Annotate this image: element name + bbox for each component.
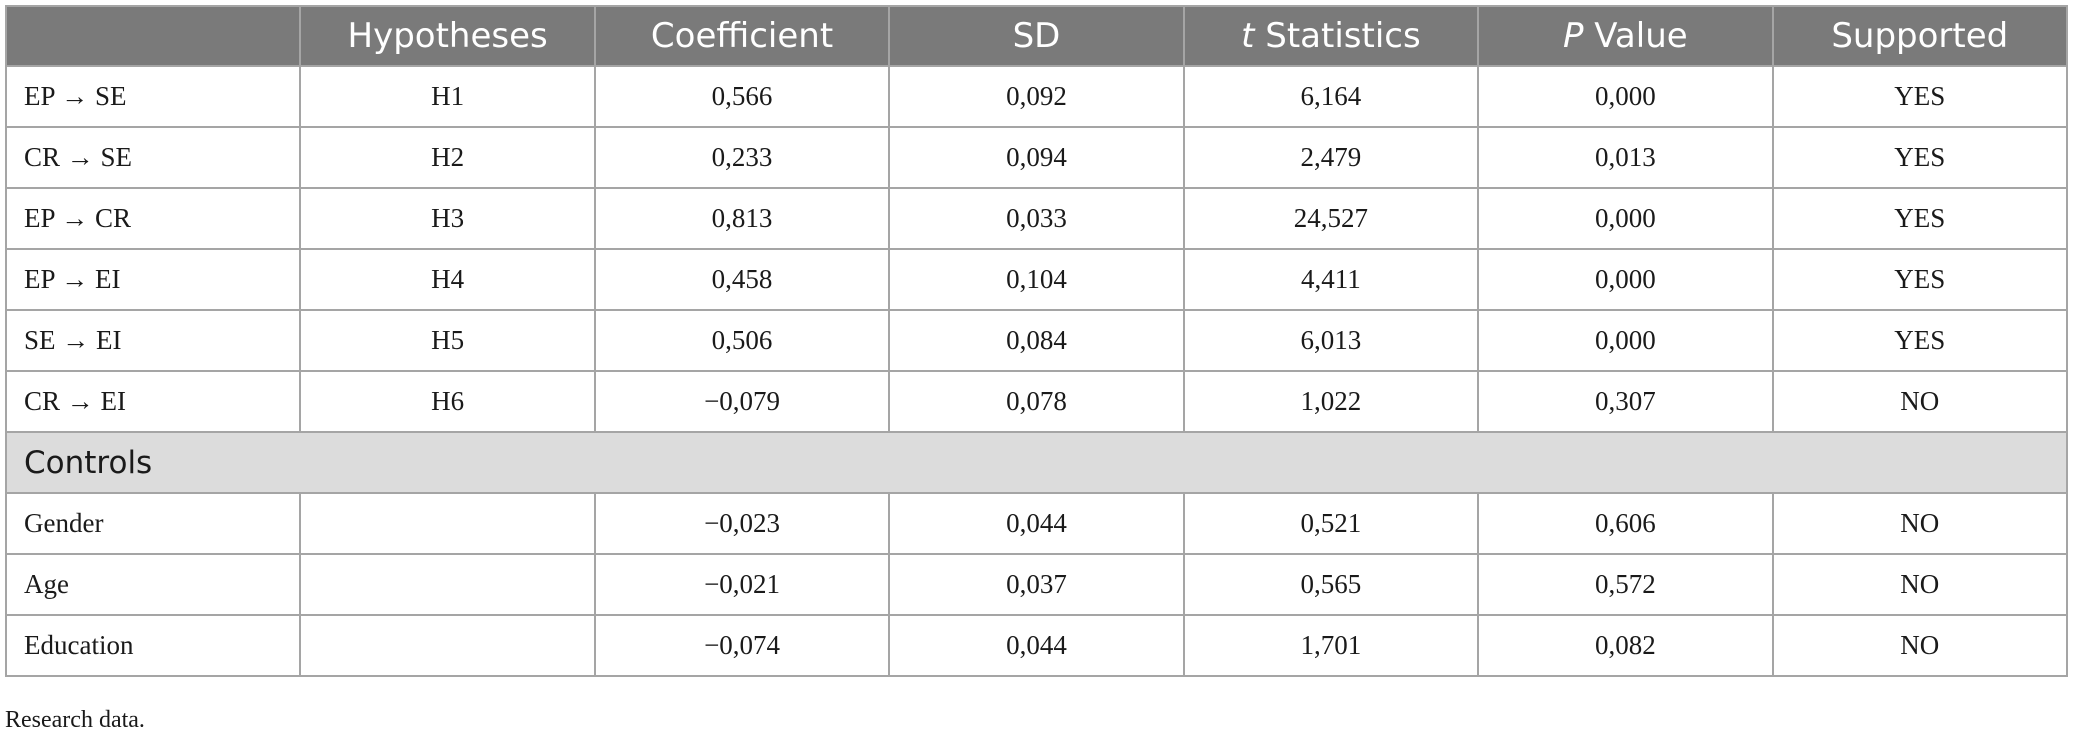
p-value-cell: 0,082 — [1477, 614, 1774, 677]
p-value-cell: 0,000 — [1477, 309, 1774, 372]
sd-cell: 0,104 — [888, 248, 1185, 311]
sd-cell: 0,094 — [888, 126, 1185, 189]
hypothesis-cell — [299, 614, 596, 677]
table-row: CR → EI H6 −0,079 0,078 1,022 0,307 NO — [4, 370, 2069, 433]
p-value-cell: 0,013 — [1477, 126, 1774, 189]
t-statistic-cell: 6,164 — [1182, 65, 1480, 128]
sd-cell: 0,078 — [888, 370, 1185, 433]
supported-cell: NO — [1771, 370, 2069, 433]
p-value-cell: 0,606 — [1477, 492, 1774, 555]
header-t-rest: Statistics — [1254, 16, 1421, 56]
path-cell: EP → EI — [4, 248, 302, 311]
table-row: EP → EI H4 0,458 0,104 4,411 0,000 YES — [4, 248, 2069, 311]
t-statistic-cell: 1,022 — [1182, 370, 1480, 433]
path-cell: SE → EI — [4, 309, 302, 372]
p-value-cell: 0,000 — [1477, 65, 1774, 128]
coefficient-cell: 0,458 — [593, 248, 891, 311]
supported-cell: YES — [1771, 187, 2069, 250]
table-row: Education −0,074 0,044 1,701 0,082 NO — [4, 614, 2069, 677]
sd-cell: 0,044 — [888, 492, 1185, 555]
coefficient-cell: −0,023 — [593, 492, 891, 555]
table-row: SE → EI H5 0,506 0,084 6,013 0,000 YES — [4, 309, 2069, 372]
path-cell: CR → EI — [4, 370, 302, 433]
table-body: EP → SE H1 0,566 0,092 6,164 0,000 YES CR → SE H… — [4, 65, 2069, 677]
t-statistic-cell: 0,521 — [1182, 492, 1480, 555]
sd-cell: 0,092 — [888, 65, 1185, 128]
hypothesis-cell: H3 — [299, 187, 596, 250]
hypotheses-results-table: Hypotheses Coefficient SD t Statistics P… — [4, 5, 2069, 677]
supported-cell: YES — [1771, 65, 2069, 128]
path-cell: Age — [4, 553, 302, 616]
t-statistic-cell: 1,701 — [1182, 614, 1480, 677]
hypothesis-cell — [299, 492, 596, 555]
table-row: Gender −0,023 0,044 0,521 0,606 NO — [4, 492, 2069, 555]
section-row-controls: Controls — [5, 431, 2068, 494]
header-sd: SD — [888, 5, 1185, 67]
table-row: Age −0,021 0,037 0,565 0,572 NO — [4, 553, 2069, 616]
coefficient-cell: −0,079 — [593, 370, 891, 433]
supported-cell: NO — [1771, 614, 2069, 677]
hypothesis-cell: H4 — [299, 248, 596, 311]
table-row: EP → SE H1 0,566 0,092 6,164 0,000 YES — [4, 65, 2069, 128]
header-p-rest: Value — [1583, 16, 1688, 56]
hypothesis-cell: H5 — [299, 309, 596, 372]
sd-cell: 0,033 — [888, 187, 1185, 250]
path-cell: EP → SE — [4, 65, 302, 128]
table-row: EP → CR H3 0,813 0,033 24,527 0,000 YES — [4, 187, 2069, 250]
path-cell: Education — [4, 614, 302, 677]
t-statistic-cell: 0,565 — [1182, 553, 1480, 616]
header-supported: Supported — [1771, 5, 2069, 67]
path-cell: EP → CR — [4, 187, 302, 250]
supported-cell: YES — [1771, 309, 2069, 372]
hypothesis-cell: H2 — [299, 126, 596, 189]
supported-cell: YES — [1771, 126, 2069, 189]
supported-cell: NO — [1771, 553, 2069, 616]
header-hypotheses: Hypotheses — [299, 5, 596, 67]
header-p-value: P Value — [1477, 5, 1774, 67]
header-row: Hypotheses Coefficient SD t Statistics P… — [4, 5, 2069, 67]
header-t-italic: t — [1241, 16, 1255, 56]
t-statistic-cell: 4,411 — [1182, 248, 1480, 311]
header-p-italic: P — [1562, 16, 1584, 56]
supported-cell: NO — [1771, 492, 2069, 555]
t-statistic-cell: 24,527 — [1182, 187, 1480, 250]
supported-cell: YES — [1771, 248, 2069, 311]
coefficient-cell: 0,506 — [593, 309, 891, 372]
hypothesis-cell: H6 — [299, 370, 596, 433]
t-statistic-cell: 2,479 — [1182, 126, 1480, 189]
path-cell: CR → SE — [4, 126, 302, 189]
hypothesis-cell: H1 — [299, 65, 596, 128]
coefficient-cell: 0,566 — [593, 65, 891, 128]
coefficient-cell: 0,813 — [593, 187, 891, 250]
path-cell: Gender — [4, 492, 302, 555]
t-statistic-cell: 6,013 — [1182, 309, 1480, 372]
p-value-cell: 0,307 — [1477, 370, 1774, 433]
coefficient-cell: 0,233 — [593, 126, 891, 189]
table-footnote: Research data. — [5, 707, 145, 733]
sd-cell: 0,044 — [888, 614, 1185, 677]
p-value-cell: 0,000 — [1477, 248, 1774, 311]
coefficient-cell: −0,021 — [593, 553, 891, 616]
coefficient-cell: −0,074 — [593, 614, 891, 677]
results-table-container: Hypotheses Coefficient SD t Statistics P… — [4, 5, 2069, 677]
p-value-cell: 0,572 — [1477, 553, 1774, 616]
header-coefficient: Coefficient — [593, 5, 891, 67]
table-row: CR → SE H2 0,233 0,094 2,479 0,013 YES — [4, 126, 2069, 189]
sd-cell: 0,037 — [888, 553, 1185, 616]
hypothesis-cell — [299, 553, 596, 616]
section-label: Controls — [5, 431, 2068, 494]
sd-cell: 0,084 — [888, 309, 1185, 372]
p-value-cell: 0,000 — [1477, 187, 1774, 250]
header-t-statistics: t Statistics — [1182, 5, 1480, 67]
header-blank — [4, 5, 302, 67]
